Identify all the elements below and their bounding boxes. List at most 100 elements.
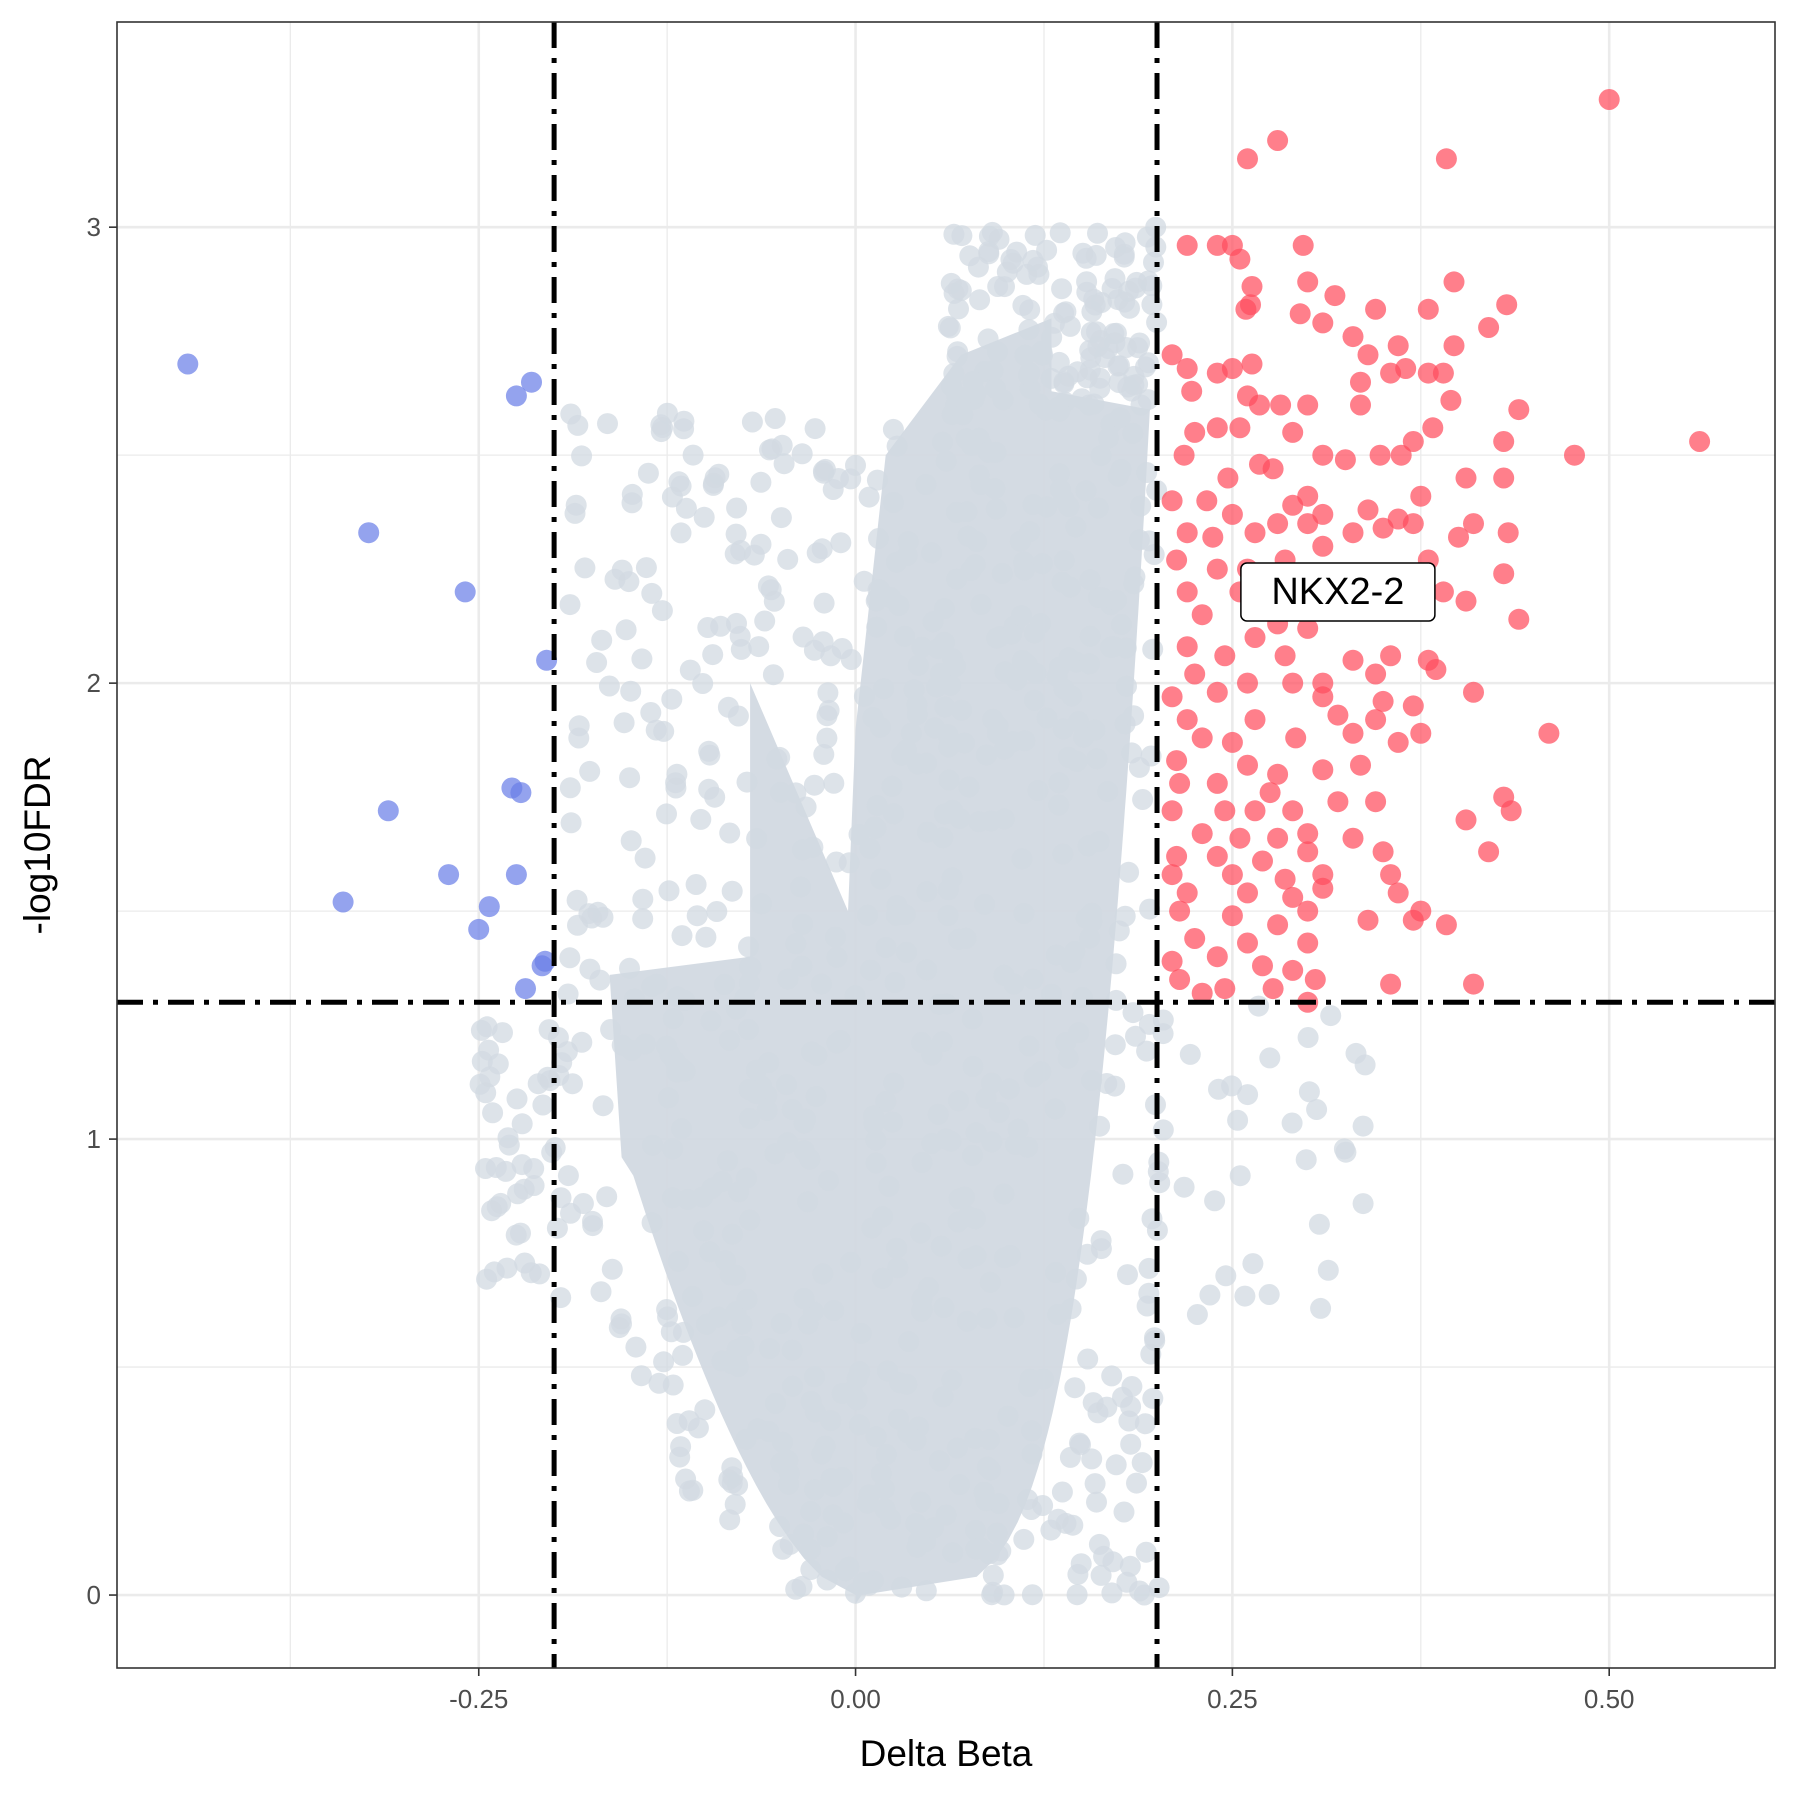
ns-point <box>620 830 642 852</box>
ns-point <box>875 1091 897 1112</box>
ns-point <box>806 542 828 564</box>
ns-point <box>727 705 749 727</box>
hypermethylated-point <box>1191 604 1213 626</box>
ns-point <box>797 1313 819 1335</box>
ns-point <box>987 276 1009 297</box>
hypermethylated-point <box>1297 513 1319 535</box>
hypermethylated-point <box>1463 513 1484 535</box>
ns-point <box>653 1351 675 1373</box>
ns-point <box>907 654 929 676</box>
ns-point <box>1112 1163 1134 1185</box>
ns-point <box>630 1365 652 1387</box>
ns-point <box>660 1321 682 1343</box>
hypermethylated-point <box>1538 722 1560 744</box>
ns-point <box>746 828 768 850</box>
ns-point <box>958 776 980 798</box>
ns-point <box>1021 1584 1043 1606</box>
hypermethylated-point <box>1274 868 1296 890</box>
ns-point <box>685 874 707 895</box>
ns-point <box>1022 494 1044 516</box>
ns-point <box>861 1217 883 1239</box>
ns-point <box>620 680 642 702</box>
ns-point <box>933 598 955 620</box>
ns-point <box>682 1285 704 1307</box>
ns-point <box>980 810 1002 832</box>
hypermethylated-point <box>1252 955 1273 977</box>
ns-point <box>941 376 963 398</box>
ns-point <box>714 973 735 995</box>
ns-point <box>1077 835 1099 857</box>
ns-point <box>497 1127 519 1149</box>
hypermethylated-point <box>1357 909 1379 931</box>
ns-point <box>736 1288 758 1310</box>
ns-point <box>873 678 895 700</box>
ns-point <box>1089 1115 1111 1137</box>
ns-point <box>717 1150 738 1172</box>
ns-point <box>589 969 611 991</box>
ns-point <box>915 1580 937 1602</box>
ns-point <box>1138 1282 1160 1304</box>
hypomethylated-point <box>505 864 527 886</box>
hypermethylated-point <box>1497 522 1519 544</box>
ns-point <box>793 1112 815 1134</box>
hypermethylated-point <box>1206 417 1228 439</box>
ns-point <box>853 685 875 707</box>
ns-point <box>865 1129 887 1151</box>
ns-point <box>1105 237 1127 258</box>
ns-point <box>962 1056 984 1077</box>
ns-point <box>988 1102 1010 1123</box>
hypermethylated-point <box>1357 499 1379 521</box>
hypermethylated-point <box>1176 709 1198 731</box>
ns-point <box>823 1300 845 1321</box>
ns-point <box>1306 1099 1328 1120</box>
ns-point <box>804 1401 826 1423</box>
ns-point <box>1017 1136 1039 1158</box>
hypermethylated-point <box>1365 709 1387 731</box>
hypermethylated-point <box>1176 636 1198 658</box>
ns-point <box>662 1187 683 1209</box>
ns-point <box>935 450 957 472</box>
ns-point <box>1090 1564 1112 1586</box>
ns-point <box>1014 559 1035 581</box>
ns-point <box>1066 1584 1088 1606</box>
ns-point <box>745 1083 767 1105</box>
ns-point <box>1079 359 1101 381</box>
hypermethylated-point <box>1435 148 1457 170</box>
ns-point <box>1119 1555 1141 1577</box>
ns-point <box>642 1134 664 1156</box>
ns-point <box>1248 995 1270 1017</box>
ns-point <box>757 575 779 597</box>
hypermethylated-point <box>1214 645 1236 667</box>
ns-point <box>641 1212 663 1234</box>
ns-point <box>604 568 626 590</box>
ns-point <box>693 1220 715 1242</box>
ns-point <box>574 557 596 579</box>
ns-point <box>834 1560 856 1582</box>
hypermethylated-point <box>1292 234 1314 256</box>
ns-point <box>1070 1553 1092 1575</box>
y-tick-label: 3 <box>87 212 101 242</box>
hypermethylated-point <box>1229 248 1251 270</box>
ns-point <box>1146 1219 1168 1241</box>
ns-point <box>1006 669 1028 691</box>
ns-point <box>1142 1387 1164 1409</box>
ns-point <box>984 478 1006 500</box>
ns-point <box>932 1386 954 1408</box>
hypermethylated-point <box>1161 344 1183 366</box>
hypomethylated-point <box>468 918 490 940</box>
x-tick-label: 0.00 <box>830 1684 881 1714</box>
ns-point <box>621 483 643 505</box>
ns-point <box>1132 789 1154 810</box>
ns-point <box>816 1569 838 1591</box>
ns-point <box>1007 1118 1029 1140</box>
ns-point <box>735 1428 757 1450</box>
hypomethylated-point <box>515 978 536 1000</box>
ns-point <box>1137 389 1159 411</box>
ns-point <box>750 471 772 493</box>
hypermethylated-point <box>1448 526 1469 548</box>
ns-point <box>1146 311 1168 333</box>
ns-point <box>1052 718 1074 740</box>
ns-point <box>916 959 938 981</box>
ns-point <box>850 1322 872 1344</box>
ns-point <box>782 1375 803 1397</box>
